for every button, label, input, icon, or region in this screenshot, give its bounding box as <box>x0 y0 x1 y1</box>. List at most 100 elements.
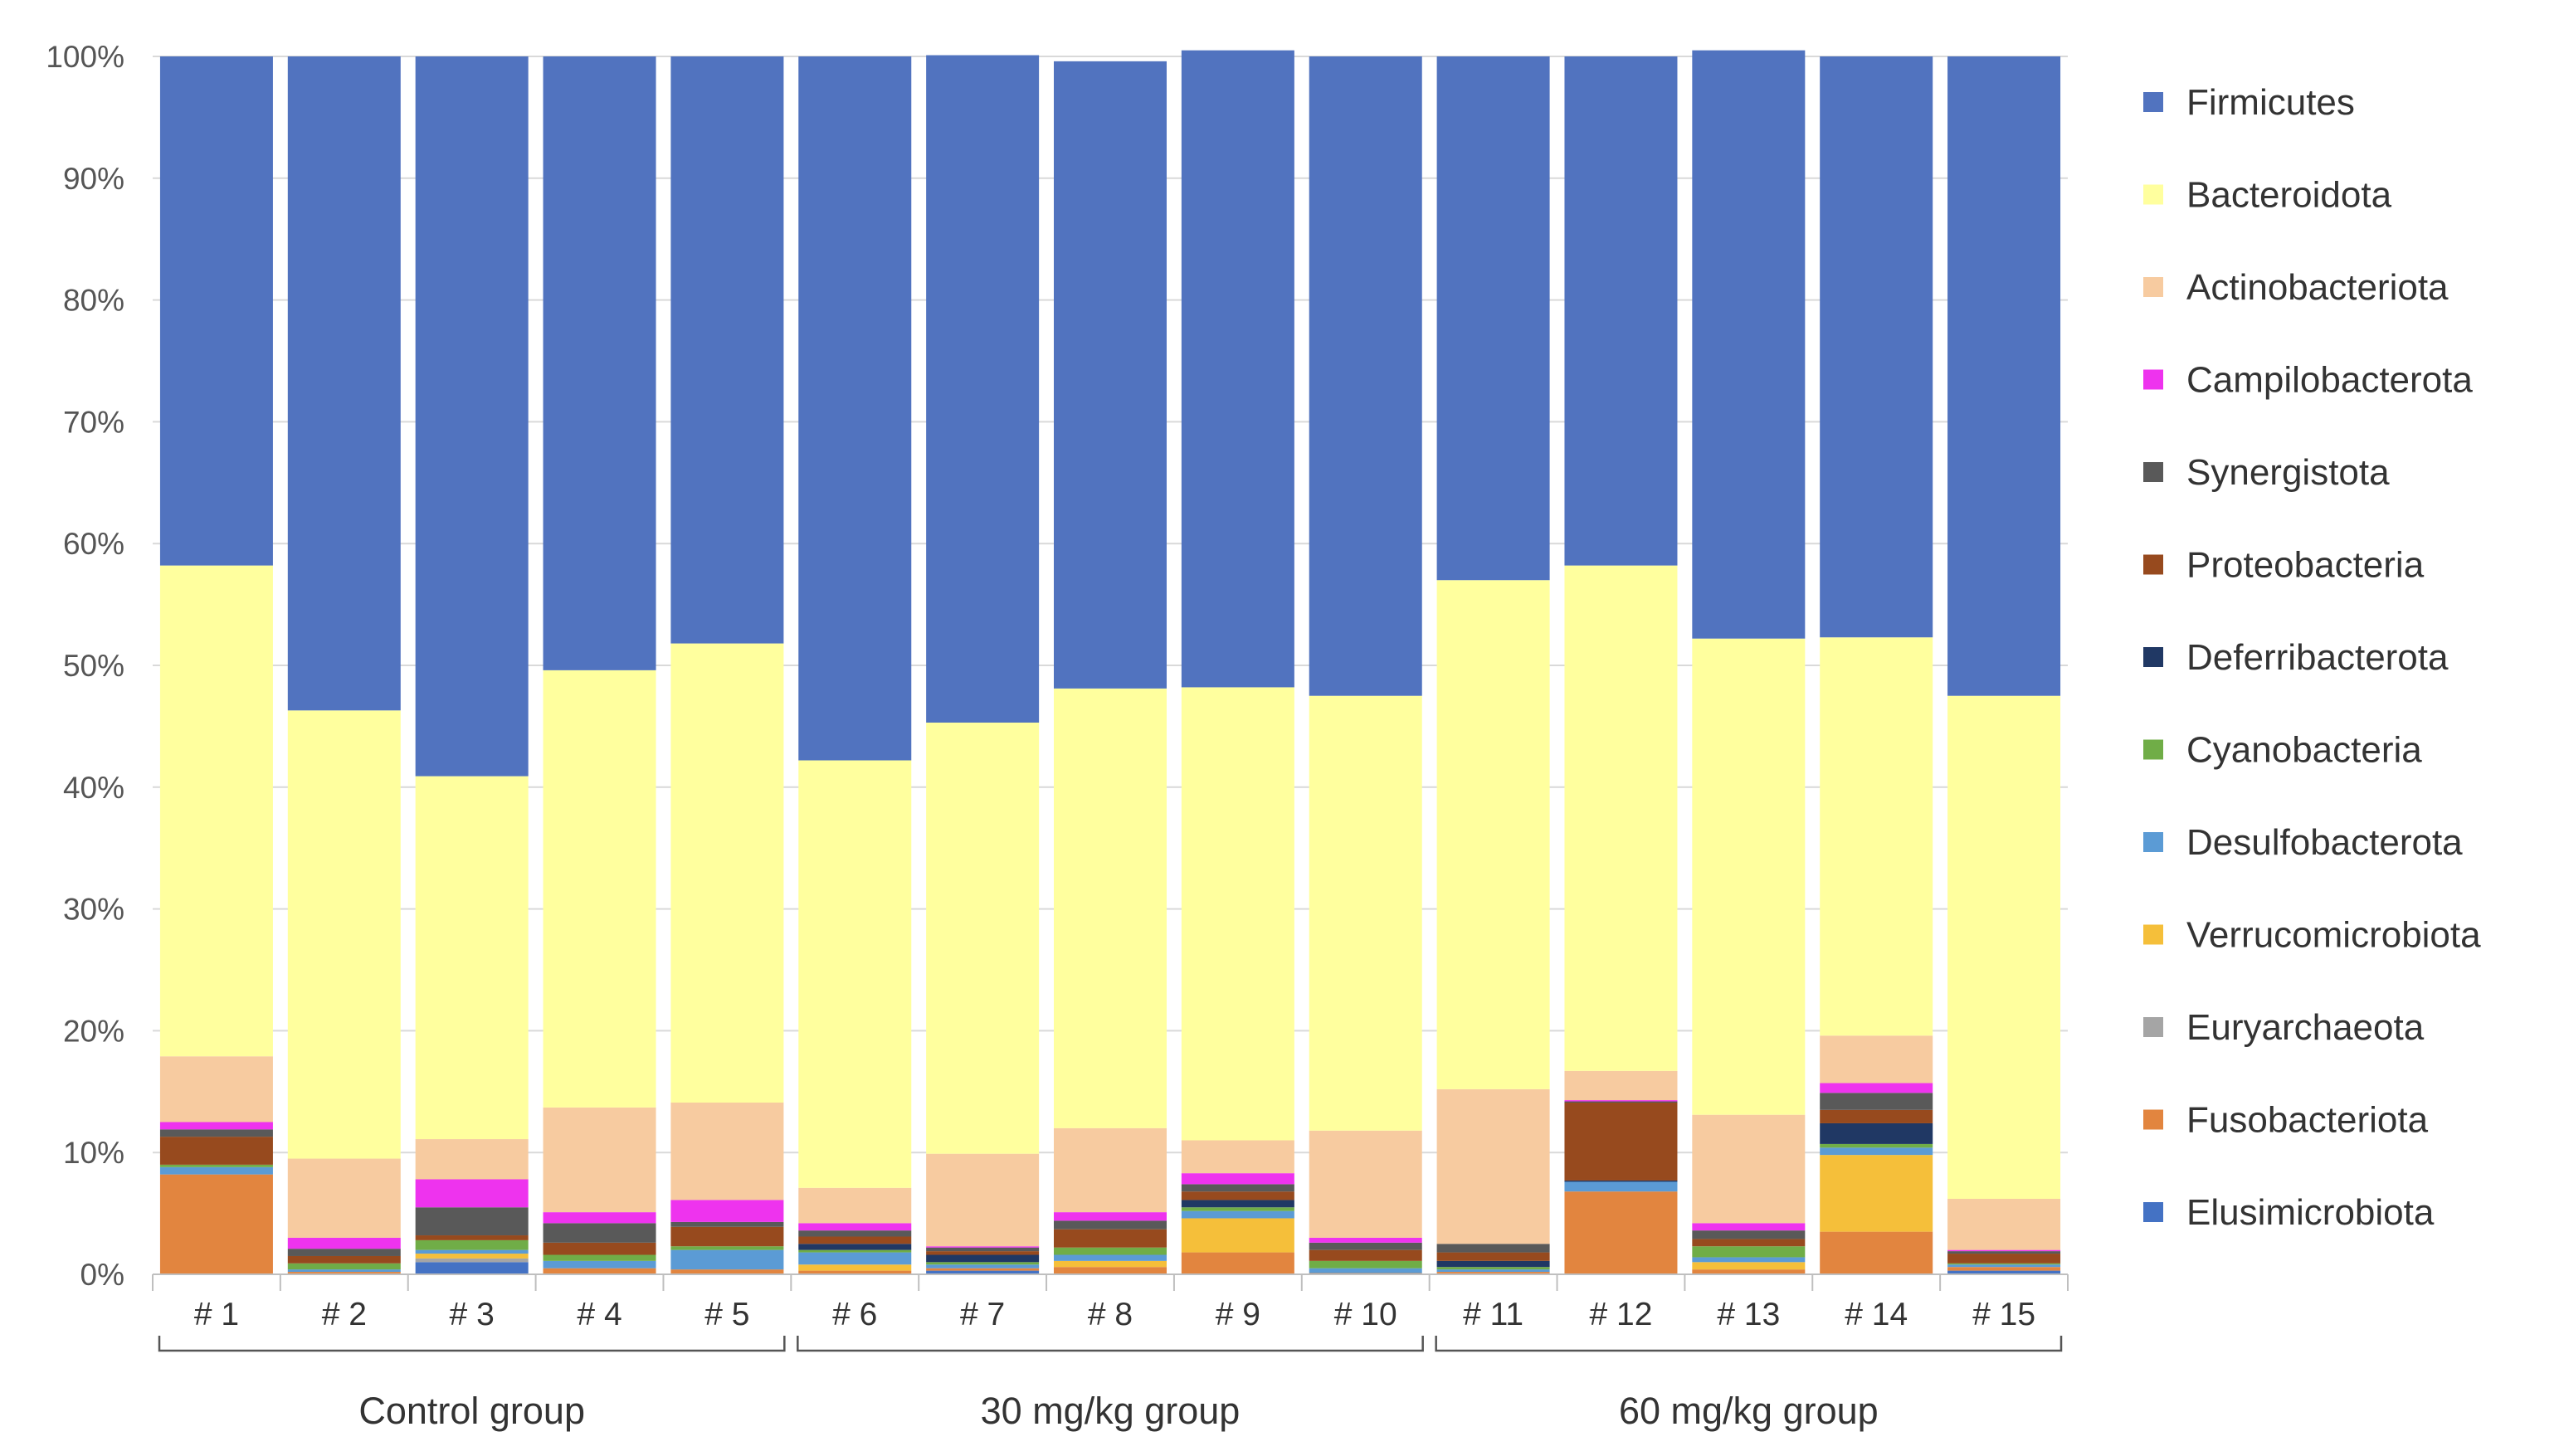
bar-segment-9-fusobacteriota <box>1181 1252 1294 1274</box>
x-tick-label-10: # 10 <box>1334 1297 1397 1332</box>
legend-swatch-bacteroidota <box>2143 184 2163 205</box>
legend-swatch-synergistota <box>2143 462 2163 482</box>
x-tick-label-1: # 1 <box>194 1297 239 1332</box>
legend-swatch-desulfobacterota <box>2143 832 2163 852</box>
bar-segment-13-cyanobacteria <box>1692 1246 1806 1258</box>
x-tick-label-11: # 11 <box>1463 1297 1523 1332</box>
bar-segment-12-synergistota <box>1564 1101 1678 1103</box>
bar-segment-4-actinobacteriota <box>543 1107 656 1213</box>
bar-stack-5 <box>670 56 784 1274</box>
legend-swatch-firmicutes <box>2143 92 2163 112</box>
bar-segment-6-campilobacterota <box>798 1223 912 1231</box>
legend-item-elusimicrobiota: Elusimicrobiota <box>2143 1192 2435 1233</box>
y-tick-label-0: 0% <box>80 1258 124 1292</box>
legend-item-desulfobacterota: Desulfobacterota <box>2143 822 2463 863</box>
y-tick-label-40: 40% <box>63 771 124 805</box>
bar-segment-7-fusobacteriota <box>926 1268 1040 1271</box>
y-tick-label-20: 20% <box>63 1014 124 1048</box>
group-label-30-mg-kg-group: 30 mg/kg group <box>981 1390 1241 1432</box>
bar-segment-3-verrucomicrobiota <box>415 1254 529 1259</box>
x-tick-label-4: # 4 <box>577 1297 622 1332</box>
bar-segment-5-desulfobacterota <box>670 1249 784 1270</box>
bar-segment-2-bacteroidota <box>287 710 401 1159</box>
bar-segment-7-deferribacterota <box>926 1254 1040 1263</box>
y-tick-label-100: 100% <box>46 40 124 74</box>
bar-segment-4-synergistota <box>543 1223 656 1243</box>
bar-segment-13-actinobacteriota <box>1692 1114 1806 1224</box>
bar-segment-14-bacteroidota <box>1820 637 1933 1036</box>
bar-segment-9-bacteroidota <box>1181 687 1294 1141</box>
x-tick-label-3: # 3 <box>450 1297 495 1332</box>
bar-segment-10-bacteroidota <box>1309 695 1422 1131</box>
bar-segment-5-cyanobacteria <box>670 1246 784 1250</box>
legend-swatch-euryarchaeota <box>2143 1017 2163 1037</box>
bar-segment-3-campilobacterota <box>415 1179 529 1208</box>
legend-label-euryarchaeota: Euryarchaeota <box>2186 1007 2425 1048</box>
bar-segment-9-campilobacterota <box>1181 1173 1294 1185</box>
bar-segment-15-actinobacteriota <box>1947 1198 2061 1250</box>
legend-item-cyanobacteria: Cyanobacteria <box>2143 730 2422 771</box>
bar-segment-1-actinobacteriota <box>159 1056 273 1122</box>
bar-segment-2-cyanobacteria <box>287 1263 401 1270</box>
legend-swatch-deferribacterota <box>2143 647 2163 667</box>
bar-segment-12-actinobacteriota <box>1564 1070 1678 1101</box>
bar-segment-6-bacteroidota <box>798 760 912 1188</box>
bar-segment-6-firmicutes <box>798 56 912 761</box>
bar-segment-12-campilobacterota <box>1564 1100 1678 1102</box>
bar-segment-6-fusobacteriota <box>798 1270 912 1274</box>
x-tick-label-7: # 7 <box>960 1297 1005 1332</box>
x-tick-label-8: # 8 <box>1088 1297 1133 1332</box>
bar-segment-1-synergistota <box>159 1129 273 1137</box>
bar-segment-15-elusimicrobiota <box>1947 1270 2061 1274</box>
legend-swatch-verrucomicrobiota <box>2143 924 2163 945</box>
bar-segment-14-firmicutes <box>1820 56 1933 638</box>
legend-label-synergistota: Synergistota <box>2186 452 2390 493</box>
bar-segment-10-cyanobacteria <box>1309 1260 1422 1269</box>
x-tick-label-2: # 2 <box>322 1297 367 1332</box>
bar-stack-13 <box>1692 50 1806 1274</box>
bar-segment-7-cyanobacteria <box>926 1262 1040 1265</box>
bar-segment-4-campilobacterota <box>543 1212 656 1224</box>
bar-segment-8-synergistota <box>1054 1220 1167 1230</box>
bar-segment-15-bacteroidota <box>1947 695 2061 1199</box>
group-60-mg-kg-group: 60 mg/kg group <box>1435 1336 2063 1432</box>
bar-segment-8-desulfobacterota <box>1054 1254 1167 1261</box>
group-brackets: Control group 30 mg/kg group 60 mg/kg grou… <box>158 1336 2063 1432</box>
bar-segment-10-firmicutes <box>1309 56 1422 696</box>
bar-segment-4-desulfobacterota <box>543 1260 656 1269</box>
bar-segment-6-synergistota <box>798 1230 912 1237</box>
bar-segment-14-fusobacteriota <box>1820 1231 1933 1274</box>
bar-segment-10-actinobacteriota <box>1309 1130 1422 1238</box>
bar-segment-14-desulfobacterota <box>1820 1147 1933 1156</box>
bar-segment-8-cyanobacteria <box>1054 1247 1167 1255</box>
bar-segment-10-campilobacterota <box>1309 1237 1422 1243</box>
legend-item-firmicutes: Firmicutes <box>2143 82 2355 123</box>
bar-segment-9-synergistota <box>1181 1184 1294 1192</box>
bar-segment-4-fusobacteriota <box>543 1268 656 1274</box>
legend-swatch-proteobacteria <box>2143 554 2163 575</box>
bar-segment-3-desulfobacterota <box>415 1249 529 1254</box>
bar-segment-13-campilobacterota <box>1692 1223 1806 1231</box>
bar-segment-14-campilobacterota <box>1820 1083 1933 1093</box>
bar-stack-2 <box>287 56 401 1274</box>
x-tick-label-6: # 6 <box>832 1297 877 1332</box>
bar-stack-9 <box>1181 50 1294 1274</box>
bar-segment-9-cyanobacteria <box>1181 1207 1294 1211</box>
legend-item-euryarchaeota: Euryarchaeota <box>2143 1007 2425 1048</box>
x-tick-label-9: # 9 <box>1216 1297 1260 1332</box>
bar-segment-3-firmicutes <box>415 56 529 777</box>
bar-segment-3-proteobacteria <box>415 1235 529 1240</box>
bar-segment-8-bacteroidota <box>1054 688 1167 1128</box>
bar-segment-12-bacteroidota <box>1564 565 1678 1071</box>
bar-segment-4-proteobacteria <box>543 1242 656 1255</box>
bar-segment-6-actinobacteriota <box>798 1187 912 1224</box>
bar-segment-8-proteobacteria <box>1054 1229 1167 1248</box>
group-label-60-mg-kg-group: 60 mg/kg group <box>1619 1390 1879 1432</box>
bar-segment-10-desulfobacterota <box>1309 1268 1422 1273</box>
legend-item-verrucomicrobiota: Verrucomicrobiota <box>2143 915 2481 956</box>
bar-segment-14-proteobacteria <box>1820 1109 1933 1123</box>
bar-segment-9-desulfobacterota <box>1181 1210 1294 1219</box>
bar-segment-9-actinobacteriota <box>1181 1140 1294 1174</box>
